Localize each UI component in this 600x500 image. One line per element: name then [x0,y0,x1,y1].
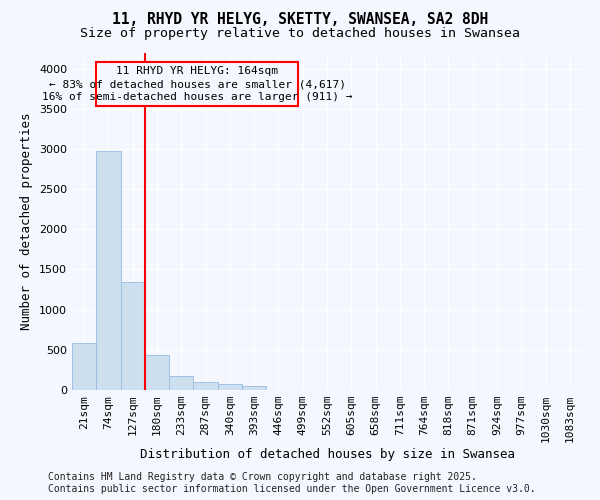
FancyBboxPatch shape [96,62,298,106]
Text: Contains HM Land Registry data © Crown copyright and database right 2025.
Contai: Contains HM Land Registry data © Crown c… [48,472,536,494]
Bar [193,382,218,390]
Bar [121,282,145,390]
Bar [96,151,121,390]
Bar [145,356,169,390]
Bar [169,376,193,390]
Text: 11, RHYD YR HELYG, SKETTY, SWANSEA, SA2 8DH: 11, RHYD YR HELYG, SKETTY, SWANSEA, SA2 … [112,12,488,28]
X-axis label: Distribution of detached houses by size in Swansea: Distribution of detached houses by size … [139,448,515,460]
Bar [242,386,266,390]
Text: 11 RHYD YR HELYG: 164sqm
← 83% of detached houses are smaller (4,617)
16% of sem: 11 RHYD YR HELYG: 164sqm ← 83% of detach… [42,66,352,102]
Y-axis label: Number of detached properties: Number of detached properties [20,112,34,330]
Bar [218,384,242,390]
Text: Size of property relative to detached houses in Swansea: Size of property relative to detached ho… [80,28,520,40]
Bar [72,342,96,390]
